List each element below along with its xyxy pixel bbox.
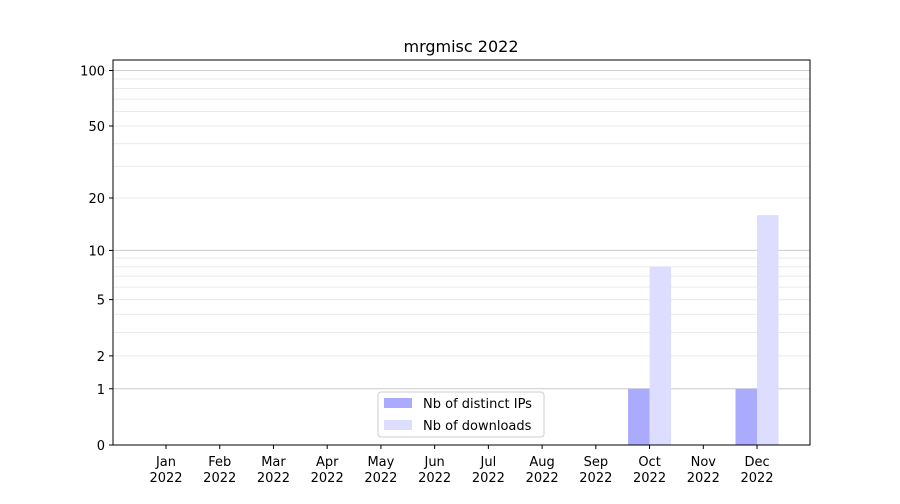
x-axis: Jan 2022 Feb 2022 Mar 2022 Apr 2022 May 2022 Jun 20… (149, 445, 774, 486)
x-tick-label: Mar 2022 (257, 455, 290, 486)
bar-ips (735, 388, 758, 445)
y-tick-label: 0 (97, 439, 105, 454)
y-tick-label: 50 (88, 120, 105, 135)
y-axis: 0 1 2 5 10 20 50 100 (80, 65, 113, 454)
y-tick-label: 10 (88, 244, 105, 259)
y-tick-label: 2 (97, 350, 105, 365)
x-tick-label: May 2022 (364, 455, 397, 486)
y-tick-label: 20 (88, 192, 105, 207)
y-tick-label: 5 (97, 294, 105, 309)
x-tick-label: Jun 2022 (418, 455, 451, 486)
legend: Nb of distinct IPs Nb of downloads (377, 391, 545, 438)
x-tick-label: Aug 2022 (526, 455, 559, 486)
x-tick-label: Sep 2022 (579, 455, 612, 486)
y-tick-label: 1 (97, 383, 105, 398)
y-tick-label: 100 (80, 65, 105, 80)
x-tick-label: Feb 2022 (203, 455, 236, 486)
bar-downloads (757, 215, 779, 445)
legend-label-downloads: Nb of downloads (423, 419, 532, 434)
x-tick-label: Jan 2022 (149, 455, 182, 486)
plot-frame (112, 59, 811, 446)
x-tick-label: Dec 2022 (740, 455, 773, 486)
chart-title: mrgmisc 2022 (403, 37, 518, 56)
x-tick-label: Apr 2022 (311, 455, 344, 486)
x-tick-label: Nov 2022 (687, 455, 720, 486)
bar-downloads (649, 266, 672, 445)
legend-swatch-ips (384, 398, 412, 408)
legend-label-ips: Nb of distinct IPs (423, 397, 532, 412)
grid (113, 70, 810, 390)
bar-ips (628, 388, 650, 445)
bars (628, 215, 779, 445)
x-tick-label: Oct 2022 (633, 455, 666, 486)
legend-swatch-downloads (384, 420, 412, 430)
x-tick-label: Jul 2022 (472, 455, 505, 486)
